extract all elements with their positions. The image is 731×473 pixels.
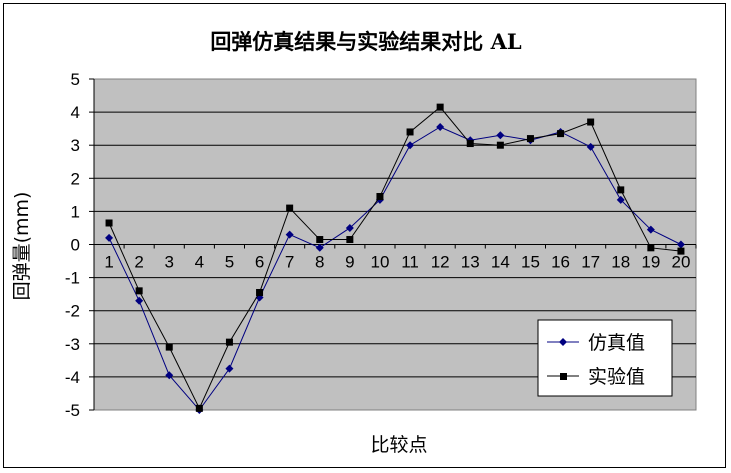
legend-label-exp: 实验值 xyxy=(588,366,645,388)
legend-marker-exp xyxy=(560,373,567,380)
y-axis-ticks: 5 4 3 2 1 0 -1 -2 -3 -4 -5 xyxy=(65,70,94,420)
data-point-exp xyxy=(225,338,233,346)
data-point-exp xyxy=(376,193,384,201)
y-tick-label: 1 xyxy=(71,202,80,221)
data-point-exp xyxy=(436,103,444,111)
x-tick-label: 16 xyxy=(551,253,570,272)
data-point-exp xyxy=(677,247,685,255)
x-tick-label: 1 xyxy=(104,253,113,272)
chart-title: 回弹仿真结果与实验结果对比 AL xyxy=(210,29,522,54)
y-tick-label: 4 xyxy=(71,103,80,122)
x-tick-label: 10 xyxy=(370,253,389,272)
x-tick-label: 7 xyxy=(285,253,294,272)
data-point-sim xyxy=(285,230,294,239)
x-axis-ticks: 1 2 3 4 5 6 7 8 9 10 11 12 13 14 15 16 17 18 19 20 xyxy=(104,244,697,272)
x-tick-label: 11 xyxy=(401,253,419,272)
y-tick-label: 3 xyxy=(71,136,80,155)
data-point-sim xyxy=(586,142,595,151)
x-tick-label: 13 xyxy=(461,253,480,272)
data-point-sim xyxy=(646,225,655,234)
x-tick-label: 3 xyxy=(165,253,174,272)
x-tick-label: 20 xyxy=(671,253,690,272)
x-tick-label: 14 xyxy=(491,253,510,272)
data-point-sim xyxy=(676,240,685,249)
y-tick-label: 2 xyxy=(71,169,80,188)
x-tick-label: 5 xyxy=(225,253,234,272)
data-point-exp xyxy=(406,128,414,136)
y-tick-label: -5 xyxy=(65,401,80,420)
y-tick-label: -2 xyxy=(65,302,80,321)
y-axis-label: 回弹量(mm) xyxy=(11,192,33,301)
x-tick-label: 18 xyxy=(611,253,630,272)
data-point-sim xyxy=(436,122,445,131)
y-tick-label: -3 xyxy=(65,335,80,354)
legend-marker-sim xyxy=(559,338,567,346)
data-point-sim xyxy=(406,141,415,150)
y-tick-label: 5 xyxy=(71,70,80,89)
data-point-exp xyxy=(587,118,595,126)
legend-label-sim: 仿真值 xyxy=(588,332,645,354)
x-axis-label: 比较点 xyxy=(370,434,427,456)
data-point-sim xyxy=(105,233,114,242)
x-tick-label: 12 xyxy=(431,253,450,272)
data-point-exp xyxy=(346,236,354,244)
y-tick-label: -4 xyxy=(65,368,80,387)
data-point-exp xyxy=(316,236,324,244)
data-point-sim xyxy=(315,243,324,252)
y-tick-label: 0 xyxy=(71,236,80,255)
x-tick-label: 9 xyxy=(345,253,354,272)
data-point-exp xyxy=(195,404,203,412)
x-tick-label: 6 xyxy=(255,253,264,272)
x-tick-label: 15 xyxy=(521,253,540,272)
data-point-sim xyxy=(225,364,234,373)
data-point-exp xyxy=(526,135,534,143)
y-tick-label: -1 xyxy=(65,269,80,288)
x-tick-label: 8 xyxy=(315,253,324,272)
series-line-1 xyxy=(108,106,682,410)
data-point-exp xyxy=(165,343,173,351)
data-point-exp xyxy=(286,204,294,212)
data-point-exp xyxy=(617,186,625,194)
data-point-sim xyxy=(616,195,625,204)
series-line-0 xyxy=(108,126,682,411)
x-tick-label: 17 xyxy=(581,253,600,272)
data-point-sim xyxy=(165,371,174,380)
legend-box xyxy=(537,319,673,397)
series-layer xyxy=(105,103,685,414)
legend: 仿真值 实验值 xyxy=(537,319,673,397)
data-point-sim xyxy=(345,223,354,232)
data-point-exp xyxy=(135,287,143,295)
data-point-exp xyxy=(496,141,504,149)
data-point-sim xyxy=(496,131,505,140)
data-point-exp xyxy=(256,288,264,296)
x-tick-label: 4 xyxy=(195,253,204,272)
x-tick-label: 19 xyxy=(641,253,660,272)
x-tick-label: 2 xyxy=(134,253,143,272)
data-point-sim xyxy=(135,296,144,305)
data-point-exp xyxy=(647,244,655,252)
data-point-exp xyxy=(466,140,474,148)
data-point-exp xyxy=(557,130,565,138)
data-point-exp xyxy=(105,219,113,227)
